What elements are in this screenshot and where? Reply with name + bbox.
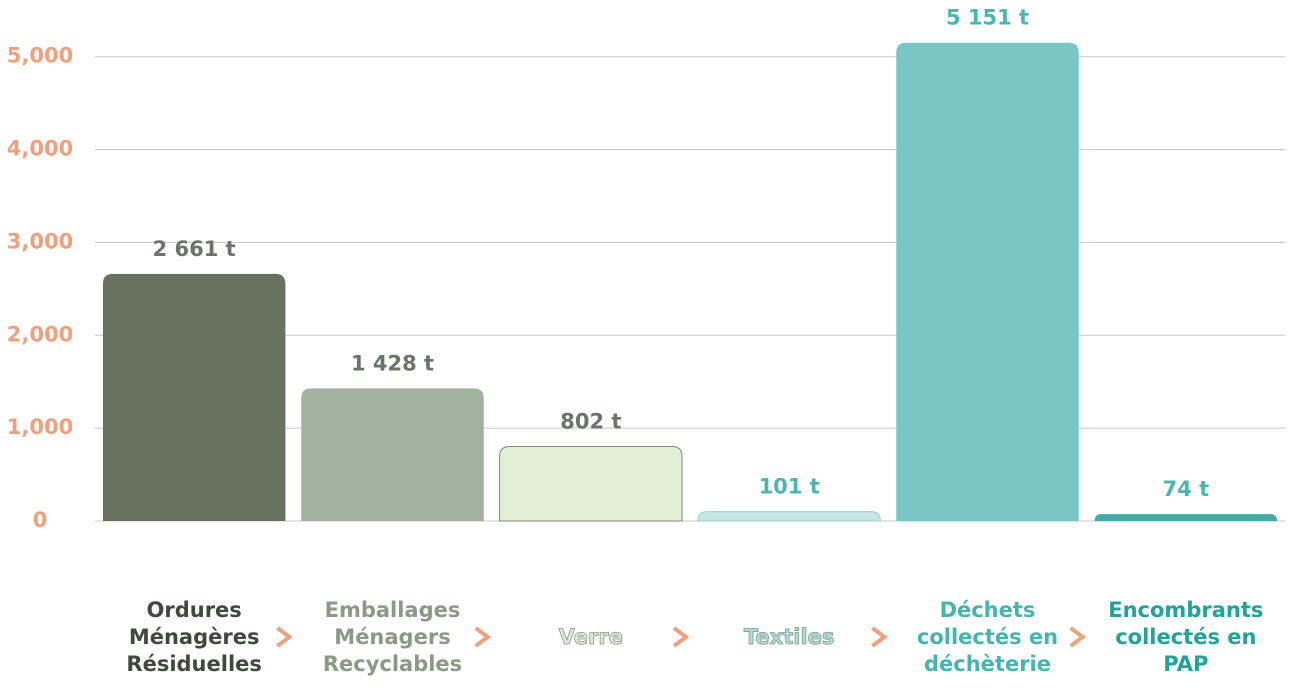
value-label: 5 151 t: [946, 6, 1029, 30]
bar: [102, 273, 286, 521]
arrow: [1069, 626, 1086, 648]
value-label: 802 t: [560, 410, 621, 434]
value-label: 1 428 t: [351, 351, 434, 375]
category-label: Textiles: [743, 624, 835, 649]
category-label: Encombrants collectés en PAP: [1108, 597, 1264, 677]
y-tick-label: 0: [33, 508, 48, 532]
y-tick-label: 3,000: [7, 229, 73, 253]
category-label: Déchets collectés en déchèterie: [916, 597, 1059, 677]
bar: [1094, 514, 1278, 521]
category-label: Ordures Ménagères Résiduelles: [126, 597, 262, 677]
value-label: 74 t: [1163, 477, 1210, 501]
category-label: Verre: [558, 624, 623, 649]
value-label: 2 661 t: [153, 237, 236, 261]
value-label: 101 t: [759, 475, 820, 499]
bar: [301, 388, 484, 521]
bar: [499, 446, 683, 522]
y-tick-label: 5,000: [7, 44, 73, 68]
arrow: [871, 626, 888, 648]
arrow: [672, 626, 690, 648]
y-tick-label: 4,000: [7, 137, 73, 161]
bar: [697, 511, 881, 522]
category-label: Emballages Ménagers Recyclables: [322, 597, 463, 677]
bar: [896, 42, 1079, 521]
y-tick-label: 2,000: [7, 322, 73, 346]
arrow: [276, 626, 293, 648]
y-tick-label: 1,000: [7, 415, 73, 439]
arrow: [474, 626, 491, 648]
